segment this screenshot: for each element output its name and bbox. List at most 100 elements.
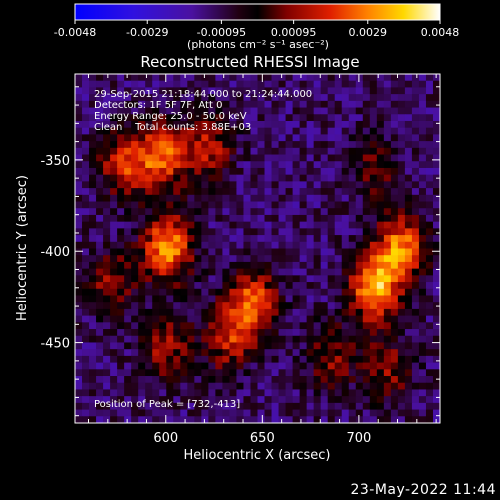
heatmap-cell xyxy=(362,94,371,102)
heatmap-cell xyxy=(341,402,350,410)
heatmap-cell xyxy=(110,409,118,417)
heatmap-cell xyxy=(418,100,427,108)
heatmap-cell xyxy=(236,268,244,276)
heatmap-cell xyxy=(180,248,188,256)
heatmap-cell xyxy=(250,94,258,102)
heatmap-cell xyxy=(173,389,181,397)
heatmap-cell xyxy=(131,409,139,417)
heatmap-cell xyxy=(383,248,392,256)
heatmap-cell xyxy=(131,241,139,249)
heatmap-cell xyxy=(306,295,315,303)
heatmap-cell xyxy=(362,409,371,417)
heatmap-cell xyxy=(208,322,216,330)
heatmap-cell xyxy=(222,141,230,149)
heatmap-cell xyxy=(376,208,385,216)
heatmap-cell xyxy=(285,134,293,142)
heatmap-cell xyxy=(341,288,350,296)
heatmap-cell xyxy=(369,302,378,310)
heatmap-cell xyxy=(418,194,427,202)
heatmap-cell xyxy=(124,127,132,135)
heatmap-cell xyxy=(96,288,104,296)
heatmap-cell xyxy=(236,342,244,350)
heatmap-cell xyxy=(173,181,181,189)
heatmap-cell xyxy=(201,127,209,135)
heatmap-cell xyxy=(313,275,322,283)
heatmap-cell xyxy=(418,80,427,88)
heatmap-cell xyxy=(173,308,181,317)
heatmap-cell xyxy=(397,127,406,135)
heatmap-cell xyxy=(306,389,315,397)
heatmap-cell xyxy=(250,308,258,317)
heatmap-cell xyxy=(362,120,371,129)
heatmap-cell xyxy=(404,255,413,263)
heatmap-cell xyxy=(369,315,378,323)
heatmap-cell xyxy=(334,174,343,182)
heatmap-cell xyxy=(75,369,83,377)
heatmap-cell xyxy=(341,376,350,384)
heatmap-cell xyxy=(383,87,392,95)
heatmap-cell xyxy=(432,248,441,256)
heatmap-cell xyxy=(271,396,279,404)
heatmap-cell xyxy=(131,261,139,270)
heatmap-cell xyxy=(215,275,223,283)
heatmap-cell xyxy=(383,275,392,283)
heatmap-cell xyxy=(257,409,265,417)
heatmap-cell xyxy=(103,382,111,390)
heatmap-cell xyxy=(313,100,322,108)
heatmap-cell xyxy=(348,335,357,343)
heatmap-cell xyxy=(425,315,434,323)
heatmap-cell xyxy=(201,382,209,390)
heatmap-cell xyxy=(327,147,336,155)
heatmap-cell xyxy=(348,235,357,243)
heatmap-cell xyxy=(404,315,413,323)
heatmap-cell xyxy=(103,275,111,283)
heatmap-cell xyxy=(117,147,125,155)
heatmap-cell xyxy=(264,147,272,155)
heatmap-cell xyxy=(75,255,83,263)
heatmap-cell xyxy=(208,302,216,310)
heatmap-cell xyxy=(425,261,434,270)
heatmap-cell xyxy=(271,114,279,122)
heatmap-cell xyxy=(236,302,244,310)
heatmap-cell xyxy=(369,74,378,82)
heatmap-cell xyxy=(355,100,364,108)
heatmap-cell xyxy=(215,114,223,122)
heatmap-cell xyxy=(138,349,146,357)
heatmap-cell xyxy=(320,228,329,236)
heatmap-cell xyxy=(75,235,83,243)
heatmap-cell xyxy=(292,315,301,323)
heatmap-cell xyxy=(355,214,364,223)
heatmap-cell xyxy=(194,355,202,363)
heatmap-cell xyxy=(376,154,385,162)
heatmap-cell xyxy=(208,282,216,290)
heatmap-cell xyxy=(89,100,97,108)
heatmap-cell xyxy=(131,369,139,377)
heatmap-cell xyxy=(236,389,244,397)
heatmap-cell xyxy=(166,282,174,290)
heatmap-cell xyxy=(194,147,202,155)
heatmap-cell xyxy=(313,154,322,162)
heatmap-cell xyxy=(229,127,237,135)
heatmap-cell xyxy=(131,322,139,330)
heatmap-cell xyxy=(89,167,97,176)
heatmap-cell xyxy=(432,409,441,417)
heatmap-cell xyxy=(264,134,272,142)
heatmap-cell xyxy=(180,308,188,317)
heatmap-cell xyxy=(313,221,322,229)
heatmap-cells xyxy=(75,74,441,424)
heatmap-cell xyxy=(124,87,132,95)
heatmap-cell xyxy=(96,201,104,209)
heatmap-cell xyxy=(124,329,132,337)
heatmap-cell xyxy=(110,275,118,283)
heatmap-cell xyxy=(124,120,132,129)
heatmap-cell xyxy=(152,295,160,303)
heatmap-cell xyxy=(103,329,111,337)
heatmap-cell xyxy=(82,221,90,229)
heatmap-cell xyxy=(215,134,223,142)
heatmap-cell xyxy=(194,342,202,350)
heatmap-cell xyxy=(215,295,223,303)
heatmap-cell xyxy=(271,167,279,176)
heatmap-cell xyxy=(320,389,329,397)
heatmap-cell xyxy=(397,308,406,317)
heatmap-cell xyxy=(369,376,378,384)
